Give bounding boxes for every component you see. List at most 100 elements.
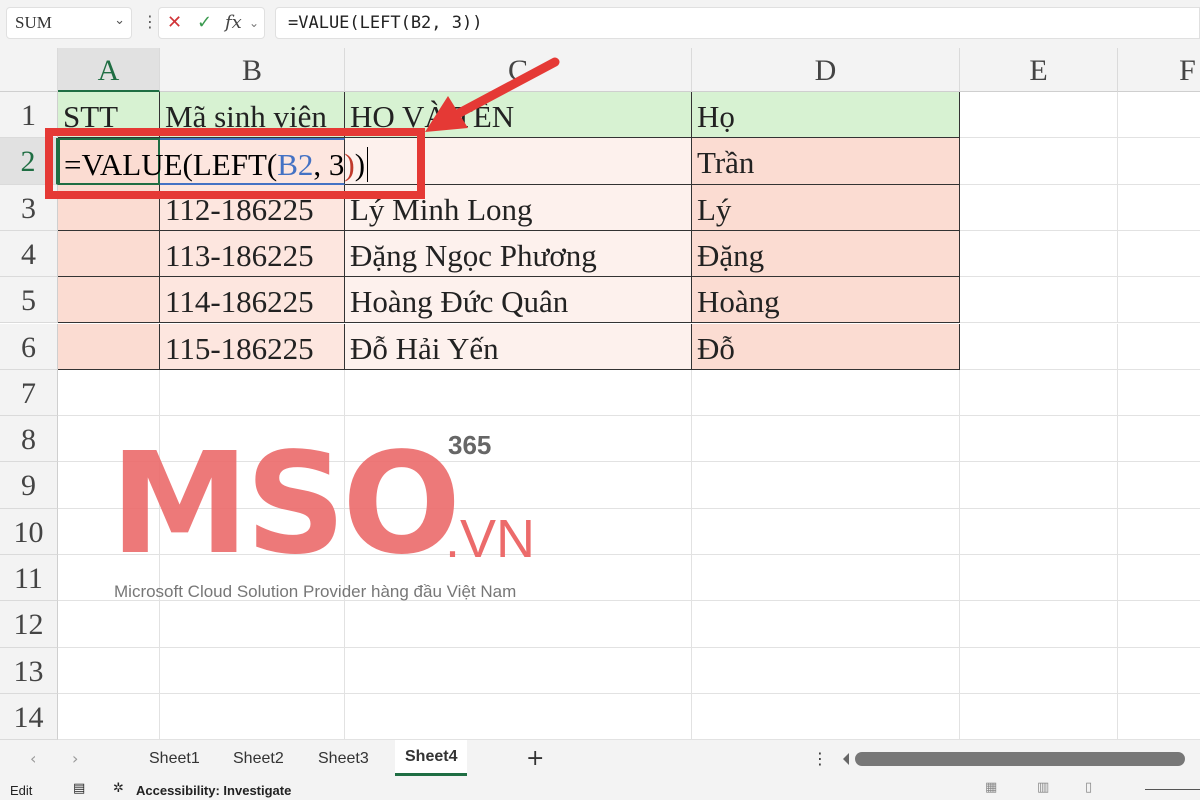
cell[interactable] <box>1118 647 1200 694</box>
cell[interactable] <box>345 416 692 463</box>
row-header-13[interactable]: 13 <box>0 647 58 694</box>
cell[interactable] <box>160 601 345 648</box>
add-sheet-icon[interactable]: + <box>526 746 545 771</box>
cell[interactable] <box>1118 508 1200 555</box>
cell[interactable] <box>160 555 345 602</box>
table-cell[interactable]: Hoàng <box>692 277 960 324</box>
active-cell-editor[interactable]: =VALUE(LEFT(B2, 3))​ <box>58 138 369 185</box>
row-header-8[interactable]: 8 <box>0 416 58 463</box>
table-header-cell[interactable]: Họ <box>692 92 960 139</box>
cell[interactable] <box>58 462 160 509</box>
cell[interactable] <box>960 138 1118 185</box>
cell[interactable] <box>58 369 160 417</box>
referenced-cell-b2[interactable] <box>160 138 345 185</box>
cell[interactable] <box>58 693 160 741</box>
cell[interactable] <box>1118 184 1200 231</box>
cell[interactable] <box>345 601 692 648</box>
sheet-tab-sheet1[interactable]: Sheet1 <box>149 750 200 767</box>
table-cell[interactable] <box>58 230 160 278</box>
cell[interactable] <box>692 369 960 417</box>
column-header-b[interactable]: B <box>160 48 345 92</box>
table-cell[interactable]: Đỗ <box>692 323 960 370</box>
table-cell[interactable]: 113-186225 <box>160 230 345 278</box>
chevron-down-icon[interactable]: ⌄ <box>114 13 125 28</box>
scroll-right-icon[interactable]: › <box>72 749 79 768</box>
cell[interactable] <box>960 693 1118 741</box>
cell[interactable] <box>1118 277 1200 324</box>
column-header-a[interactable]: A <box>58 48 160 92</box>
accessibility-icon[interactable]: ✲ <box>113 781 124 796</box>
cell[interactable] <box>58 508 160 555</box>
cell[interactable] <box>1118 693 1200 741</box>
cell[interactable] <box>160 369 345 417</box>
row-header-12[interactable]: 12 <box>0 601 58 648</box>
cell[interactable] <box>1118 462 1200 509</box>
select-all-button[interactable] <box>0 48 58 92</box>
cell[interactable] <box>960 230 1118 278</box>
cell[interactable] <box>58 555 160 602</box>
table-cell[interactable] <box>345 138 692 185</box>
cell[interactable] <box>692 416 960 463</box>
cell[interactable] <box>960 508 1118 555</box>
column-header-f[interactable]: F <box>1118 48 1200 92</box>
cell[interactable] <box>345 647 692 694</box>
row-header-5[interactable]: 5 <box>0 277 58 324</box>
cell[interactable] <box>160 462 345 509</box>
row-header-14[interactable]: 14 <box>0 693 58 741</box>
more-icon[interactable]: ⋮ <box>142 12 158 31</box>
chevron-down-icon[interactable]: ⌄ <box>249 16 260 30</box>
column-header-e[interactable]: E <box>960 48 1118 92</box>
row-header-1[interactable]: 1 <box>0 92 58 139</box>
zoom-slider[interactable] <box>1145 789 1200 790</box>
cell[interactable] <box>58 601 160 648</box>
cell[interactable] <box>160 693 345 741</box>
table-cell[interactable]: Đỗ Hải Yến <box>345 323 692 370</box>
cell[interactable] <box>1118 555 1200 602</box>
cell[interactable] <box>960 601 1118 648</box>
cell[interactable] <box>692 693 960 741</box>
row-header-4[interactable]: 4 <box>0 230 58 278</box>
table-cell[interactable]: 115-186225 <box>160 323 345 370</box>
cell[interactable] <box>960 647 1118 694</box>
row-header-11[interactable]: 11 <box>0 555 58 602</box>
cell[interactable] <box>1118 230 1200 278</box>
accessibility-status[interactable]: Accessibility: Investigate <box>136 783 292 798</box>
horizontal-scrollbar[interactable] <box>855 752 1185 766</box>
cell[interactable] <box>345 369 692 417</box>
table-cell[interactable]: Đặng Ngọc Phương <box>345 230 692 278</box>
cell[interactable] <box>1118 416 1200 463</box>
insert-function-icon[interactable]: fx <box>225 12 242 33</box>
cell[interactable] <box>345 693 692 741</box>
cancel-icon[interactable]: ✕ <box>167 12 183 33</box>
page-break-icon[interactable]: ▯ <box>1085 780 1093 795</box>
name-box[interactable]: SUM ⌄ <box>6 7 132 39</box>
row-header-6[interactable]: 6 <box>0 323 58 370</box>
cell[interactable] <box>960 184 1118 231</box>
row-header-10[interactable]: 10 <box>0 508 58 555</box>
sheet-tab-sheet4[interactable]: Sheet4 <box>395 740 468 776</box>
cell[interactable] <box>58 416 160 463</box>
scroll-left-icon[interactable] <box>843 753 849 765</box>
column-header-d[interactable]: D <box>692 48 960 92</box>
macro-icon[interactable]: ▤ <box>73 781 86 796</box>
table-cell[interactable] <box>58 323 160 370</box>
cell[interactable] <box>960 416 1118 463</box>
cell[interactable] <box>1118 323 1200 370</box>
cell[interactable] <box>960 462 1118 509</box>
cell[interactable] <box>345 555 692 602</box>
sheet-tab-sheet3[interactable]: Sheet3 <box>318 750 369 767</box>
cell[interactable] <box>692 601 960 648</box>
cell[interactable] <box>345 462 692 509</box>
cell[interactable] <box>1118 92 1200 139</box>
table-cell[interactable]: Hoàng Đức Quân <box>345 277 692 324</box>
cell[interactable] <box>692 462 960 509</box>
cell[interactable] <box>692 555 960 602</box>
cell[interactable] <box>58 647 160 694</box>
cell[interactable] <box>160 416 345 463</box>
row-header-3[interactable]: 3 <box>0 184 58 231</box>
row-header-9[interactable]: 9 <box>0 462 58 509</box>
cell[interactable] <box>1118 369 1200 417</box>
cell[interactable] <box>1118 138 1200 185</box>
page-layout-icon[interactable]: ▥ <box>1037 780 1050 795</box>
cell[interactable] <box>160 508 345 555</box>
